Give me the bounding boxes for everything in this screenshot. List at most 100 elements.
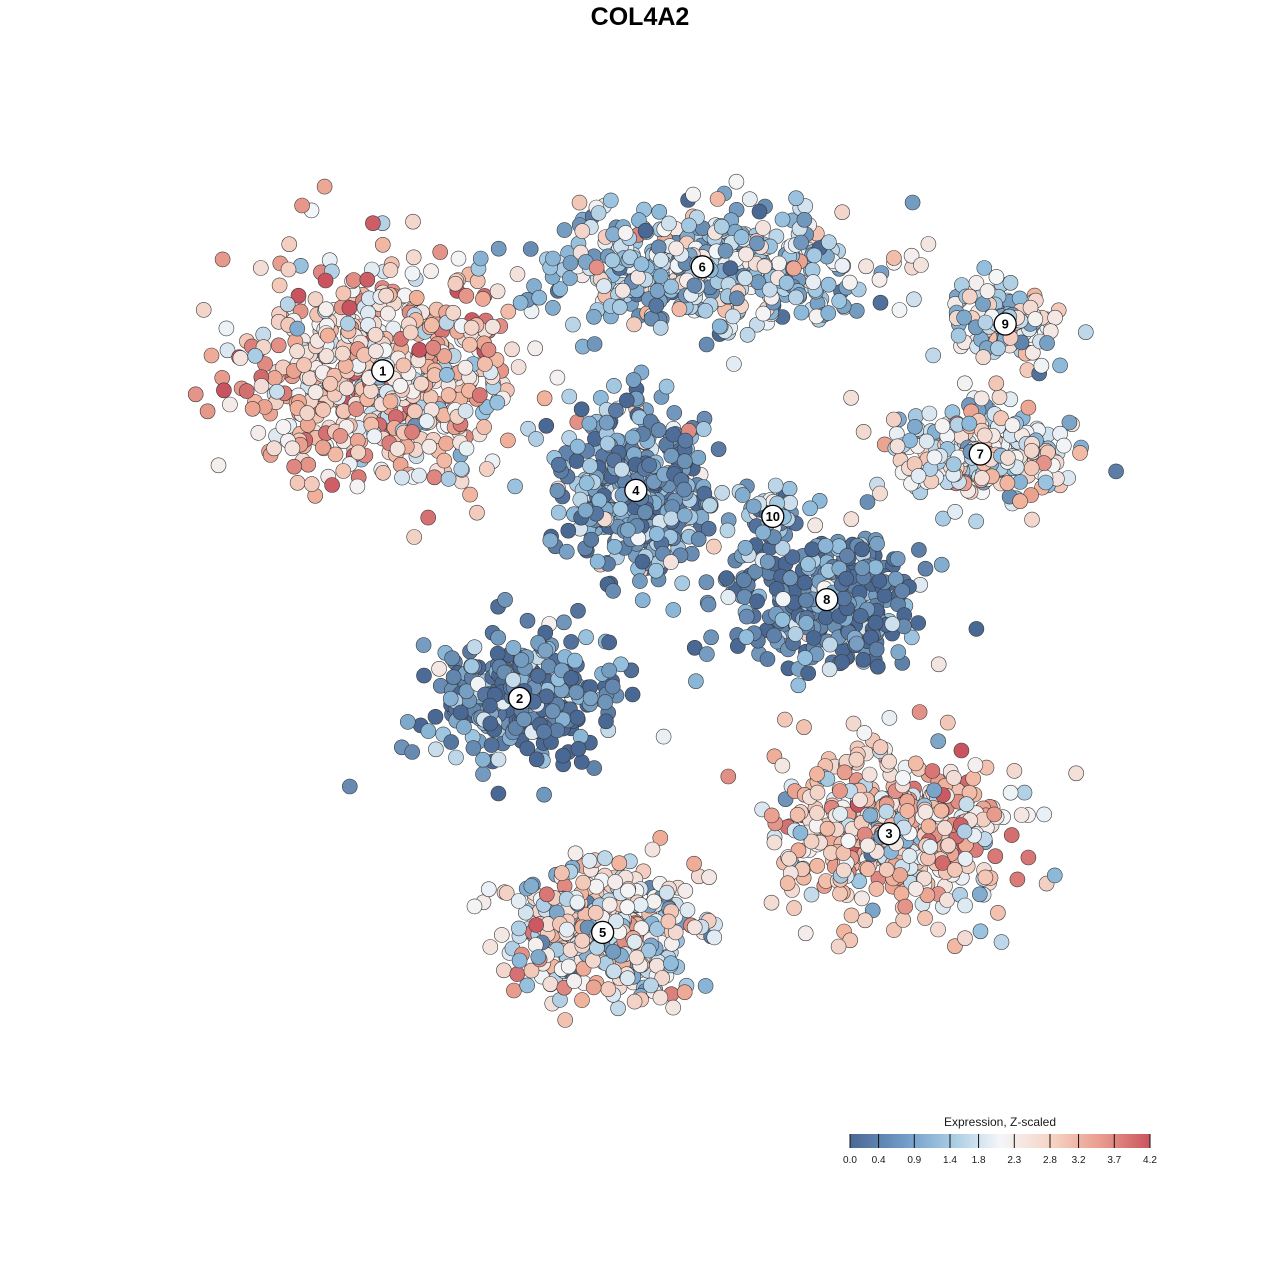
cell-point (408, 289, 425, 306)
cell-point (975, 349, 992, 366)
cell-point (1039, 335, 1055, 351)
cell-point (482, 939, 499, 955)
cell-point (483, 737, 500, 753)
cell-point (472, 250, 489, 267)
cell-point (561, 388, 578, 405)
cell-point (634, 553, 651, 570)
cell-point (289, 343, 305, 360)
cell-point (440, 387, 457, 403)
cell-point (586, 308, 602, 325)
cell-point (991, 389, 1008, 406)
cell-point (729, 290, 745, 307)
cluster-marker-10: 10 (761, 504, 785, 529)
cell-point (856, 725, 873, 741)
cell-point (738, 246, 754, 263)
cell-point (421, 438, 438, 455)
cell-point (755, 524, 771, 541)
cell-point (906, 291, 922, 308)
cell-point (934, 855, 951, 871)
cluster-marker-7: 7 (968, 442, 992, 466)
cell-point (490, 629, 507, 646)
cell-point (1020, 849, 1037, 866)
cell-point (607, 874, 624, 890)
cell-point (697, 302, 714, 319)
cell-point (585, 979, 602, 996)
cell-point (840, 833, 857, 849)
cell-point (608, 402, 624, 419)
cell-point (988, 375, 1005, 392)
cell-point (1016, 784, 1033, 801)
cell-point (363, 383, 379, 399)
cell-point (294, 197, 310, 214)
cell-point (418, 413, 435, 430)
cell-point (318, 348, 335, 364)
cell-point (453, 461, 470, 477)
cell-point (327, 446, 344, 463)
cell-point (676, 984, 693, 1001)
cell-point (315, 402, 331, 418)
cell-point (933, 556, 950, 573)
cell-point (809, 784, 826, 801)
cell-point (477, 356, 493, 372)
cell-point (374, 237, 391, 253)
cluster-label: 3 (885, 826, 892, 841)
cluster-marker-4: 4 (624, 478, 648, 503)
cell-point (578, 475, 595, 491)
cell-point (199, 403, 216, 420)
cell-point (519, 977, 536, 994)
cell-point (445, 669, 462, 686)
cell-point (493, 927, 510, 943)
cell-point (588, 259, 605, 276)
cell-point (973, 390, 990, 407)
cell-point (549, 722, 566, 739)
cell-point (965, 770, 982, 787)
cell-point (452, 704, 469, 721)
cell-point (831, 293, 848, 309)
cell-point (275, 419, 292, 435)
cell-point (286, 458, 303, 475)
cell-point (610, 1000, 626, 1017)
cell-point (796, 719, 812, 736)
cell-point (589, 553, 606, 570)
cell-point (599, 435, 616, 452)
cell-point (367, 343, 384, 360)
cell-point (640, 942, 657, 959)
cell-point (666, 405, 683, 421)
cell-point (702, 497, 718, 514)
cell-point (218, 320, 235, 337)
cell-point (382, 393, 399, 410)
cell-point (872, 485, 888, 502)
cell-point (619, 970, 636, 987)
cell-point (854, 890, 870, 907)
cell-point (574, 992, 590, 1008)
cell-point (766, 834, 783, 851)
cell-point (507, 478, 523, 495)
cell-point (663, 510, 680, 527)
cell-point (925, 347, 942, 364)
cell-point (848, 302, 865, 319)
cell-point (878, 861, 895, 878)
cell-point (567, 845, 584, 862)
cell-point (710, 441, 727, 458)
cell-point (778, 274, 795, 291)
cell-point (626, 993, 643, 1010)
cell-point (798, 592, 814, 609)
cell-point (247, 347, 263, 364)
cell-point (562, 255, 579, 271)
cell-point (876, 587, 893, 604)
cell-point (404, 424, 420, 440)
cell-point (392, 377, 409, 394)
cell-point (1009, 871, 1026, 888)
cell-point (956, 823, 973, 840)
cell-point (598, 713, 614, 730)
cell-point (910, 615, 927, 631)
cell-point (232, 350, 249, 366)
cell-point (832, 806, 849, 822)
cell-point (940, 837, 957, 854)
cell-point (641, 457, 658, 473)
cell-points (187, 173, 1124, 1028)
cell-point (266, 370, 283, 386)
cell-point (557, 1012, 574, 1028)
cell-point (475, 751, 491, 768)
legend-tick-label: 2.8 (1043, 1155, 1057, 1166)
